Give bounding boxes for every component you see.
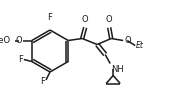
Text: O: O [82,14,89,24]
Text: MeO: MeO [0,36,10,45]
Text: O: O [124,36,131,45]
Text: O: O [15,36,22,45]
Text: NH: NH [111,64,124,74]
Text: F: F [18,55,23,64]
Text: O: O [106,14,112,24]
Text: Et: Et [136,41,144,50]
Text: F: F [48,13,52,22]
Text: F: F [40,77,45,85]
